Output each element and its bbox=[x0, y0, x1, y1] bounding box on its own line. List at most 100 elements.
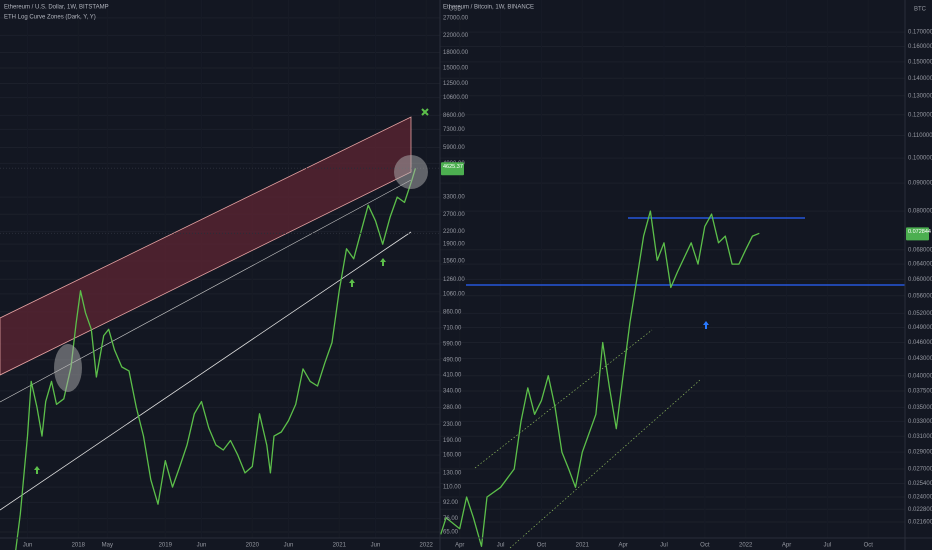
y-tick-label: 1560.00 bbox=[443, 259, 465, 265]
x-tick-label: Jun bbox=[371, 543, 381, 549]
y-tick-label: 0.049000 bbox=[908, 325, 932, 331]
y-tick-label: 65.00 bbox=[443, 530, 459, 536]
x-tick-label: Apr bbox=[782, 543, 791, 549]
indicator-name: ETH Log Curve Zones (Dark, Y, Y) bbox=[4, 15, 96, 21]
y-tick-label: 0.043000 bbox=[908, 356, 932, 362]
y-tick-label: 15000.00 bbox=[443, 66, 469, 72]
y-tick-label: 27000.00 bbox=[443, 15, 469, 21]
y-tick-label: 22000.00 bbox=[443, 33, 469, 39]
x-tick-label: 2018 bbox=[72, 543, 86, 549]
x-tick-label: 2022 bbox=[420, 543, 434, 549]
arrows bbox=[34, 258, 709, 474]
up-arrow bbox=[380, 258, 386, 266]
price-line bbox=[440, 210, 760, 547]
price-tag bbox=[441, 162, 464, 176]
price-tag-label: 4625.37 bbox=[443, 164, 463, 170]
y-tick-label: 0.130000 bbox=[908, 93, 932, 99]
channel-line bbox=[474, 329, 653, 469]
highlight-circle bbox=[54, 344, 82, 392]
x-tick-label: Oct bbox=[537, 543, 547, 549]
price-tag-label: 0.072844 bbox=[908, 229, 931, 235]
up-arrow bbox=[34, 466, 40, 474]
axes-layer: 27000.00 22000.00 18000.00 15000.00 12500.00… bbox=[23, 15, 932, 548]
y-tick-label: 0.022800 bbox=[908, 507, 932, 513]
y-tick-label: 0.068000 bbox=[908, 247, 932, 253]
x-tick-label: Jul bbox=[497, 543, 505, 549]
y-tick-label: 410.00 bbox=[443, 372, 462, 378]
x-tick-label: 2019 bbox=[159, 543, 173, 549]
y-tick-label: 3300.00 bbox=[443, 195, 465, 201]
y-tick-label: 0.046000 bbox=[908, 340, 932, 346]
y-tick-label: 7300.00 bbox=[443, 127, 465, 133]
x-tick-label: Apr bbox=[455, 543, 464, 549]
highlight-circle bbox=[394, 155, 428, 189]
x-tick-label: 2021 bbox=[576, 543, 590, 549]
x-marker bbox=[421, 108, 429, 116]
y-tick-label: 0.150000 bbox=[908, 59, 932, 65]
y-tick-label: 0.120000 bbox=[908, 112, 932, 118]
y-tick-label: 0.029000 bbox=[908, 450, 932, 456]
price-tag bbox=[906, 227, 929, 241]
y-tick-label: 0.160000 bbox=[908, 44, 932, 50]
x-tick-label: Oct bbox=[864, 543, 874, 549]
y-tick-label: 0.080000 bbox=[908, 209, 932, 215]
y-tick-label: 0.056000 bbox=[908, 293, 932, 299]
y-tick-label: 0.031000 bbox=[908, 434, 932, 440]
y-tick-label: 0.064000 bbox=[908, 262, 932, 268]
y-tick-label: 230.00 bbox=[443, 422, 462, 428]
currency: BTC bbox=[914, 7, 927, 13]
y-tick-label: 92.00 bbox=[443, 500, 459, 506]
x-tick-label: Jun bbox=[284, 543, 294, 549]
y-tick-label: 1060.00 bbox=[443, 292, 465, 298]
y-tick-label: 0.090000 bbox=[908, 181, 932, 187]
x-tick-label: Jun bbox=[23, 543, 33, 549]
x-tick-label: 2022 bbox=[739, 543, 753, 549]
y-tick-label: 0.037500 bbox=[908, 389, 932, 395]
y-tick-label: 2700.00 bbox=[443, 212, 465, 218]
x-tick-label: Jun bbox=[197, 543, 207, 549]
y-tick-label: 710.00 bbox=[443, 326, 462, 332]
y-tick-label: 76.00 bbox=[443, 516, 459, 522]
chart-title: Ethereum / U.S. Dollar, 1W, BITSTAMP bbox=[4, 5, 109, 11]
y-tick-label: 0.060000 bbox=[908, 277, 932, 283]
x-tick-label: Apr bbox=[618, 543, 627, 549]
chart-title: Ethereum / Bitcoin, 1W, BINANCE bbox=[443, 5, 534, 11]
y-tick-label: 0.140000 bbox=[908, 76, 932, 82]
y-tick-label: 1900.00 bbox=[443, 242, 465, 248]
x-tick-label: Jul bbox=[824, 543, 832, 549]
y-tick-label: 0.024000 bbox=[908, 495, 932, 501]
y-tick-label: 0.100000 bbox=[908, 156, 932, 162]
y-tick-label: 0.027000 bbox=[908, 467, 932, 473]
y-tick-label: 0.040000 bbox=[908, 373, 932, 379]
y-tick-label: 590.00 bbox=[443, 341, 462, 347]
y-tick-label: 340.00 bbox=[443, 388, 462, 394]
y-tick-label: 1260.00 bbox=[443, 277, 465, 283]
y-tick-label: 0.052000 bbox=[908, 311, 932, 317]
currency: USD bbox=[449, 7, 462, 13]
x-tick-label: 2021 bbox=[333, 543, 347, 549]
y-tick-label: 12500.00 bbox=[443, 81, 469, 87]
y-tick-label: 280.00 bbox=[443, 405, 462, 411]
y-tick-label: 10600.00 bbox=[443, 95, 469, 101]
y-tick-label: 110.00 bbox=[443, 485, 462, 491]
up-arrow bbox=[349, 279, 355, 287]
y-tick-label: 0.021600 bbox=[908, 520, 932, 526]
y-tick-label: 490.00 bbox=[443, 357, 462, 363]
grid-layer bbox=[0, 0, 905, 538]
y-tick-label: 190.00 bbox=[443, 438, 462, 444]
x-tick-label: 2020 bbox=[246, 543, 260, 549]
y-tick-label: 0.110000 bbox=[908, 133, 932, 139]
y-tick-label: 18000.00 bbox=[443, 50, 469, 56]
y-tick-label: 860.00 bbox=[443, 309, 462, 315]
y-tick-label: 160.00 bbox=[443, 453, 462, 459]
y-tick-label: 8600.00 bbox=[443, 113, 465, 119]
y-tick-label: 5900.00 bbox=[443, 145, 465, 151]
y-tick-label: 0.033000 bbox=[908, 419, 932, 425]
y-tick-label: 0.035000 bbox=[908, 405, 932, 411]
x-tick-label: Jul bbox=[660, 543, 668, 549]
y-tick-label: 2200.00 bbox=[443, 229, 465, 235]
x-tick-label: May bbox=[102, 543, 113, 549]
y-tick-label: 0.170000 bbox=[908, 30, 932, 36]
y-tick-label: 130.00 bbox=[443, 470, 462, 476]
